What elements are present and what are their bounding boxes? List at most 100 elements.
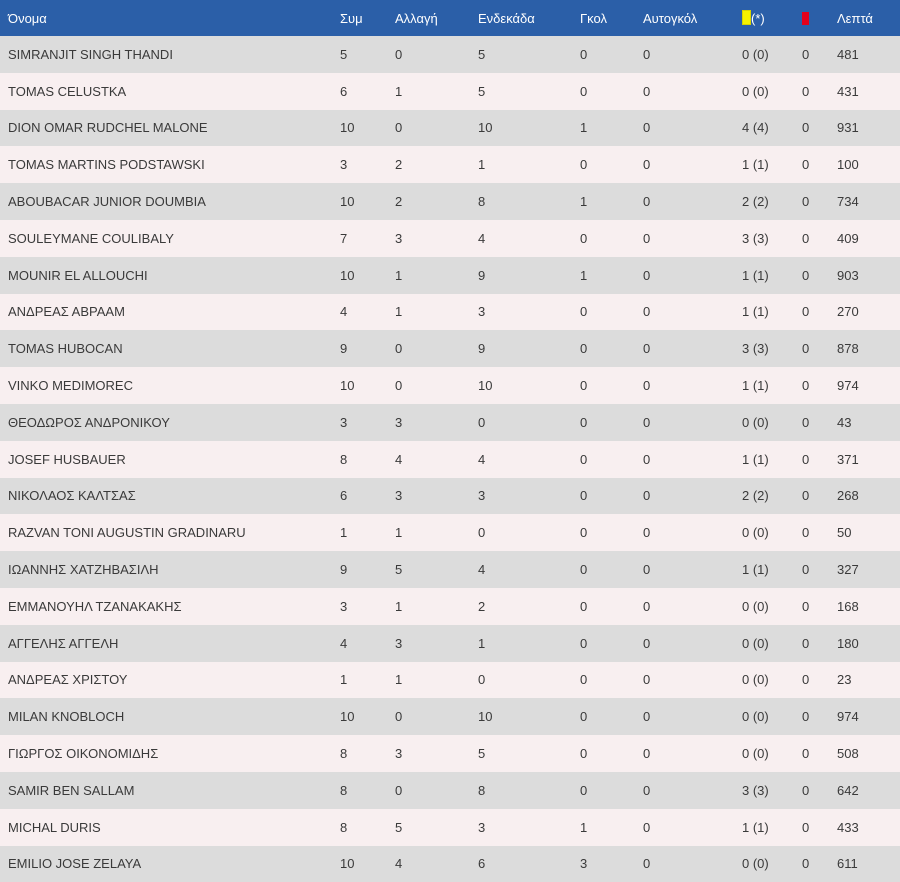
player-subs: 1 [395, 304, 403, 320]
player-apps: 10 [340, 378, 355, 394]
table-row: ΝΙΚΟΛΑΟΣ ΚΑΛΤΣΑΣ 6 3 3 0 0 2 (2) 0 268 [0, 477, 900, 515]
player-starts: 4 [478, 230, 486, 246]
header-yellow-suffix: (*) [751, 11, 765, 26]
player-minutes: 878 [837, 341, 859, 357]
table-row: MOUNIR EL ALLOUCHI 10 1 9 1 0 1 (1) 0 903 [0, 256, 900, 294]
table-row: ΑΓΓΕΛΗΣ ΑΓΓΕΛΗ 4 3 1 0 0 0 (0) 0 180 [0, 624, 900, 662]
player-own-goals: 0 [643, 856, 651, 872]
player-goals: 0 [580, 157, 588, 173]
player-yellow-cards: 3 (3) [742, 230, 769, 246]
player-goals: 0 [580, 341, 588, 357]
table-row: SOULEYMANE COULIBALY 7 3 4 0 0 3 (3) 0 409 [0, 219, 900, 257]
player-own-goals: 0 [643, 120, 651, 136]
player-minutes: 931 [837, 120, 859, 136]
player-name: ΙΩΑΝΝΗΣ ΧΑΤΖΗΒΑΣΙΛΗ [8, 562, 159, 578]
player-own-goals: 0 [643, 451, 651, 467]
table-body: SIMRANJIT SINGH THANDI 5 0 5 0 0 0 (0) 0 481 TOMA… [0, 36, 900, 882]
player-own-goals: 0 [643, 709, 651, 725]
player-minutes: 371 [837, 451, 859, 467]
player-goals: 1 [580, 267, 588, 283]
player-red-cards: 0 [802, 304, 810, 320]
player-starts: 5 [478, 46, 486, 62]
player-apps: 6 [340, 83, 348, 99]
player-name: MICHAL DURIS [8, 819, 101, 835]
player-yellow-cards: 0 (0) [742, 709, 769, 725]
player-name: RAZVAN TONI AUGUSTIN GRADINARU [8, 525, 246, 541]
player-own-goals: 0 [643, 746, 651, 762]
player-red-cards: 0 [802, 46, 810, 62]
player-minutes: 409 [837, 230, 859, 246]
player-minutes: 23 [837, 672, 852, 688]
table-row: RAZVAN TONI AUGUSTIN GRADINARU 1 1 0 0 0 0 (0)… [0, 514, 900, 552]
table-row: MICHAL DURIS 8 5 3 1 0 1 (1) 0 433 [0, 808, 900, 846]
player-starts: 9 [478, 341, 486, 357]
player-subs: 0 [395, 782, 403, 798]
player-own-goals: 0 [643, 378, 651, 394]
header-name[interactable]: Όνομα [8, 10, 47, 26]
player-name: EMILIO JOSE ZELAYA [8, 856, 142, 872]
player-starts: 5 [478, 746, 486, 762]
player-apps: 3 [340, 598, 348, 614]
table-row: VINKO MEDIMOREC 10 0 10 0 0 1 (1) 0 974 [0, 367, 900, 404]
player-own-goals: 0 [643, 83, 651, 99]
player-minutes: 327 [837, 562, 859, 578]
player-subs: 0 [395, 341, 403, 357]
player-red-cards: 0 [802, 194, 810, 210]
player-name: SAMIR BEN SALLAM [8, 782, 135, 798]
player-apps: 9 [340, 562, 348, 578]
player-red-cards: 0 [802, 157, 810, 173]
table-row: TOMAS HUBOCAN 9 0 9 0 0 3 (3) 0 878 [0, 330, 900, 368]
player-name: ΑΝΔΡΕΑΣ ΑΒΡΑΑΜ [8, 304, 125, 320]
player-subs: 3 [395, 488, 403, 504]
player-subs: 5 [395, 562, 403, 578]
player-apps: 5 [340, 46, 348, 62]
header-apps[interactable]: Συμ [340, 10, 363, 26]
player-yellow-cards: 0 (0) [742, 856, 769, 872]
player-red-cards: 0 [802, 819, 810, 835]
player-yellow-cards: 1 (1) [742, 304, 769, 320]
player-yellow-cards: 1 (1) [742, 819, 769, 835]
player-subs: 0 [395, 120, 403, 136]
player-subs: 2 [395, 194, 403, 210]
player-minutes: 270 [837, 304, 859, 320]
header-goals[interactable]: Γκολ [580, 10, 607, 26]
player-goals: 0 [580, 782, 588, 798]
player-red-cards: 0 [802, 451, 810, 467]
table-row: MILAN KNOBLOCH 10 0 10 0 0 0 (0) 0 974 [0, 698, 900, 736]
header-own-goals[interactable]: Αυτογκόλ [643, 10, 698, 26]
player-goals: 0 [580, 488, 588, 504]
player-minutes: 431 [837, 83, 859, 99]
player-starts: 10 [478, 709, 493, 725]
player-apps: 3 [340, 414, 348, 430]
player-minutes: 43 [837, 414, 852, 430]
player-goals: 0 [580, 304, 588, 320]
header-yellow-cards[interactable]: (*) [742, 0, 802, 36]
player-apps: 1 [340, 525, 348, 541]
player-starts: 6 [478, 856, 486, 872]
player-yellow-cards: 3 (3) [742, 341, 769, 357]
player-subs: 4 [395, 451, 403, 467]
player-starts: 3 [478, 819, 486, 835]
player-name: TOMAS CELUSTKA [8, 83, 127, 99]
player-own-goals: 0 [643, 598, 651, 614]
player-minutes: 974 [837, 709, 859, 725]
player-subs: 1 [395, 83, 403, 99]
table-header: Όνομα Συμ Αλλαγή Ενδεκάδα Γκολ Αυτογκόλ … [0, 0, 900, 36]
header-minutes[interactable]: Λεπτά [837, 10, 873, 26]
player-apps: 10 [340, 709, 355, 725]
player-yellow-cards: 0 (0) [742, 525, 769, 541]
player-own-goals: 0 [643, 230, 651, 246]
player-subs: 0 [395, 378, 403, 394]
header-subs[interactable]: Αλλαγή [395, 10, 438, 26]
player-name: SIMRANJIT SINGH THANDI [8, 46, 173, 62]
player-apps: 1 [340, 672, 348, 688]
player-own-goals: 0 [643, 782, 651, 798]
player-starts: 5 [478, 83, 486, 99]
player-subs: 1 [395, 598, 403, 614]
player-name: JOSEF HUSBAUER [8, 451, 126, 467]
player-goals: 1 [580, 194, 588, 210]
player-red-cards: 0 [802, 672, 810, 688]
player-name: MILAN KNOBLOCH [8, 709, 125, 725]
header-starts[interactable]: Ενδεκάδα [478, 10, 535, 26]
header-red-cards[interactable] [802, 0, 837, 36]
